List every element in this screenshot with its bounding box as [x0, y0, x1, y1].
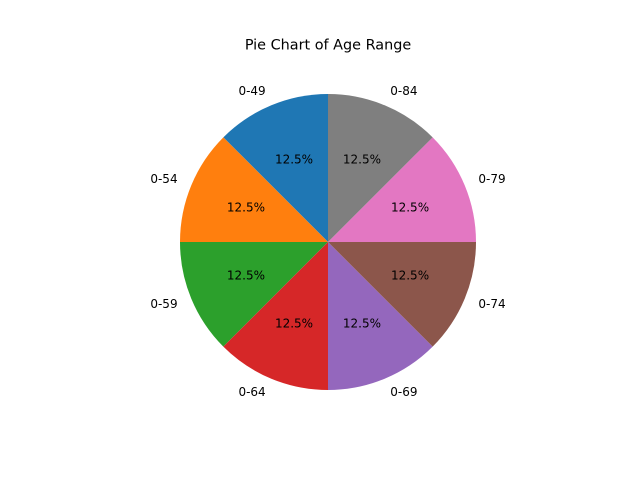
pie-slice-0-54: [180, 137, 328, 242]
pie-slice-0-79: [328, 137, 476, 242]
pie-slice-0-74: [328, 242, 476, 347]
pie-slice-0-84: [328, 94, 433, 242]
chart-title: Pie Chart of Age Range: [245, 38, 412, 54]
pie-labels: 0-49 12.5% 0-54 12.5% 0-59 12.5% 0-64 12.5% 0-69…: [150, 84, 505, 399]
pie-slice-0-49: [223, 94, 328, 242]
percent-label-0-74: 12.5%: [391, 268, 429, 282]
percent-label-0-84: 12.5%: [343, 152, 381, 166]
percent-label-0-59: 12.5%: [227, 268, 265, 282]
slice-label-0-54: 0-54: [150, 172, 177, 186]
slice-label-0-74: 0-74: [478, 297, 505, 311]
pie-slice-0-64: [223, 242, 328, 390]
slice-label-0-64: 0-64: [238, 385, 265, 399]
slice-label-0-59: 0-59: [150, 297, 177, 311]
slice-label-0-79: 0-79: [478, 172, 505, 186]
slice-label-0-69: 0-69: [390, 385, 417, 399]
percent-label-0-79: 12.5%: [391, 201, 429, 215]
percent-label-0-69: 12.5%: [343, 317, 381, 331]
slice-label-0-84: 0-84: [390, 84, 417, 98]
pie-slice-0-59: [180, 242, 328, 347]
pie-slices: [180, 94, 476, 390]
percent-label-0-54: 12.5%: [227, 201, 265, 215]
percent-label-0-64: 12.5%: [275, 317, 313, 331]
pie-slice-0-69: [328, 242, 433, 390]
slice-label-0-49: 0-49: [238, 84, 265, 98]
percent-label-0-49: 12.5%: [275, 152, 313, 166]
